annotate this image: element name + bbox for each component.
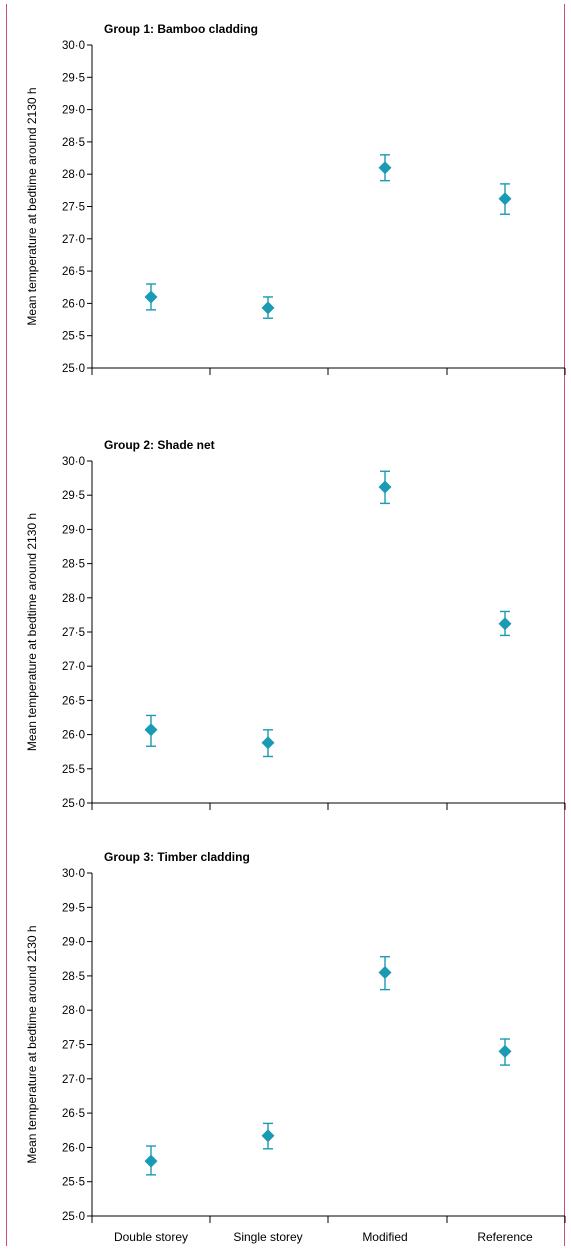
panel-title: Group 3: Timber cladding <box>104 850 250 864</box>
panel-title: Group 2: Shade net <box>104 438 215 452</box>
y-tick-label: 26·5 <box>62 695 85 707</box>
y-tick-label: 29·0 <box>62 937 85 949</box>
y-tick-label: 25·0 <box>62 1211 85 1223</box>
figure-frame <box>6 4 565 1246</box>
data-point-double-storey <box>144 1154 158 1168</box>
x-tick-label: Single storey <box>233 1230 302 1244</box>
y-tick-label: 26·5 <box>62 1108 85 1120</box>
y-tick-label: 25·0 <box>62 363 85 375</box>
data-point-single-storey <box>261 301 275 315</box>
data-point-modified <box>378 161 392 175</box>
data-point-double-storey <box>144 290 158 304</box>
panel-2: Group 2: Shade net 25·0 25·5 26·0 26·5 27·0 27… <box>25 438 566 810</box>
y-tick-label: 28·5 <box>62 971 85 983</box>
y-tick-label: 26·0 <box>62 298 85 310</box>
y-axis-label: Mean temperature at bedtime around 2130 … <box>25 513 39 751</box>
y-tick-label: 26·0 <box>62 730 85 742</box>
y-tick-label: 25·0 <box>62 798 85 810</box>
y-tick-label: 29·5 <box>62 490 85 502</box>
panel-1: Group 1: Bamboo cladding 25·0 25·5 26·0 26·5… <box>25 22 566 375</box>
data-point-single-storey <box>261 736 275 750</box>
y-tick-label: 27·5 <box>62 1040 85 1052</box>
y-axis-label: Mean temperature at bedtime around 2130 … <box>25 87 39 325</box>
x-tick-label: Double storey <box>114 1230 188 1244</box>
y-tick-label: 25·5 <box>62 764 85 776</box>
data-point-double-storey <box>144 723 158 737</box>
y-tick-label: 30·0 <box>62 868 85 880</box>
data-point-modified <box>378 965 392 979</box>
x-tick-label: Reference <box>477 1230 533 1244</box>
y-tick-label: 27·5 <box>62 627 85 639</box>
y-tick-label: 30·0 <box>62 40 85 52</box>
y-tick-label: 25·5 <box>62 1177 85 1189</box>
y-tick-label: 28·5 <box>62 137 85 149</box>
panel-3: Group 3: Timber cladding 25·0 25·5 26·0 26·5… <box>25 850 566 1244</box>
y-tick-label: 26·0 <box>62 1142 85 1154</box>
data-point-reference <box>498 192 512 206</box>
data-point-modified <box>378 480 392 494</box>
data-point-single-storey <box>261 1129 275 1143</box>
y-tick-label: 25·5 <box>62 331 85 343</box>
panel-title: Group 1: Bamboo cladding <box>104 22 258 36</box>
y-tick-label: 30·0 <box>62 456 85 468</box>
y-tick-label: 26·5 <box>62 266 85 278</box>
data-point-reference <box>498 617 512 631</box>
y-tick-label: 28·0 <box>62 1005 85 1017</box>
y-tick-label: 27·0 <box>62 1074 85 1086</box>
y-tick-label: 29·0 <box>62 524 85 536</box>
y-axis-label: Mean temperature at bedtime around 2130 … <box>25 925 39 1163</box>
x-tick-label: Modified <box>362 1230 407 1244</box>
y-tick-label: 29·5 <box>62 72 85 84</box>
y-tick-label: 28·0 <box>62 593 85 605</box>
data-point-reference <box>498 1044 512 1058</box>
y-tick-label: 29·0 <box>62 105 85 117</box>
y-tick-label: 27·5 <box>62 202 85 214</box>
y-tick-label: 28·5 <box>62 559 85 571</box>
y-tick-label: 27·0 <box>62 234 85 246</box>
y-tick-label: 27·0 <box>62 661 85 673</box>
y-tick-label: 28·0 <box>62 169 85 181</box>
y-tick-label: 29·5 <box>62 902 85 914</box>
